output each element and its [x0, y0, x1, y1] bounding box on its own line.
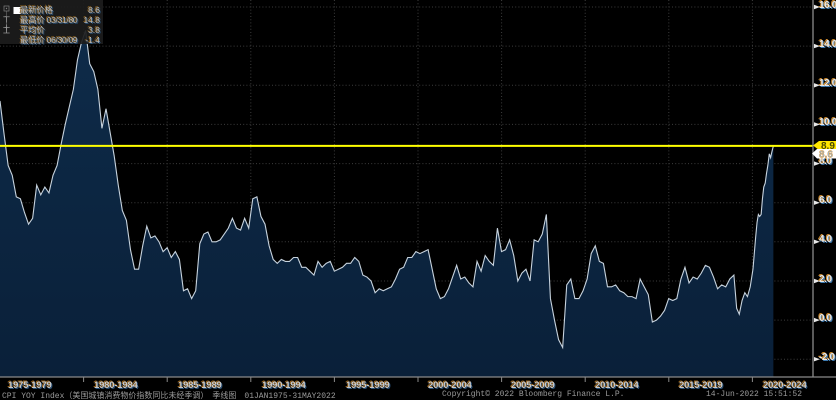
svg-text:8.6: 8.6 — [819, 150, 833, 161]
